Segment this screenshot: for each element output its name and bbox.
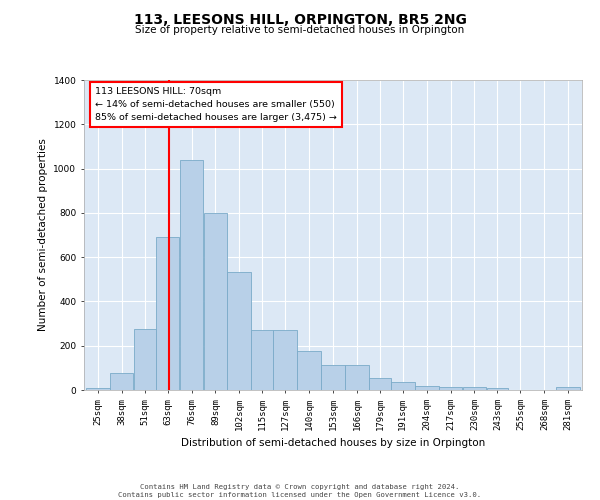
Text: 113, LEESONS HILL, ORPINGTON, BR5 2NG: 113, LEESONS HILL, ORPINGTON, BR5 2NG: [134, 12, 466, 26]
Bar: [321, 364, 345, 390]
Bar: [391, 382, 415, 390]
Bar: [345, 364, 369, 390]
Bar: [487, 388, 508, 390]
Bar: [415, 386, 439, 390]
Bar: [463, 386, 487, 390]
Bar: [369, 378, 391, 390]
Bar: [227, 272, 251, 390]
Bar: [556, 386, 580, 390]
Bar: [439, 386, 463, 390]
Bar: [110, 374, 133, 390]
Bar: [179, 160, 203, 390]
Text: Contains HM Land Registry data © Crown copyright and database right 2024.
Contai: Contains HM Land Registry data © Crown c…: [118, 484, 482, 498]
Bar: [156, 237, 179, 390]
X-axis label: Distribution of semi-detached houses by size in Orpington: Distribution of semi-detached houses by …: [181, 438, 485, 448]
Text: Size of property relative to semi-detached houses in Orpington: Size of property relative to semi-detach…: [136, 25, 464, 35]
Bar: [251, 330, 273, 390]
Bar: [297, 351, 321, 390]
Text: 113 LEESONS HILL: 70sqm
← 14% of semi-detached houses are smaller (550)
85% of s: 113 LEESONS HILL: 70sqm ← 14% of semi-de…: [95, 86, 337, 122]
Bar: [86, 388, 110, 390]
Bar: [274, 330, 297, 390]
Y-axis label: Number of semi-detached properties: Number of semi-detached properties: [38, 138, 48, 332]
Bar: [203, 213, 227, 390]
Bar: [134, 329, 155, 390]
